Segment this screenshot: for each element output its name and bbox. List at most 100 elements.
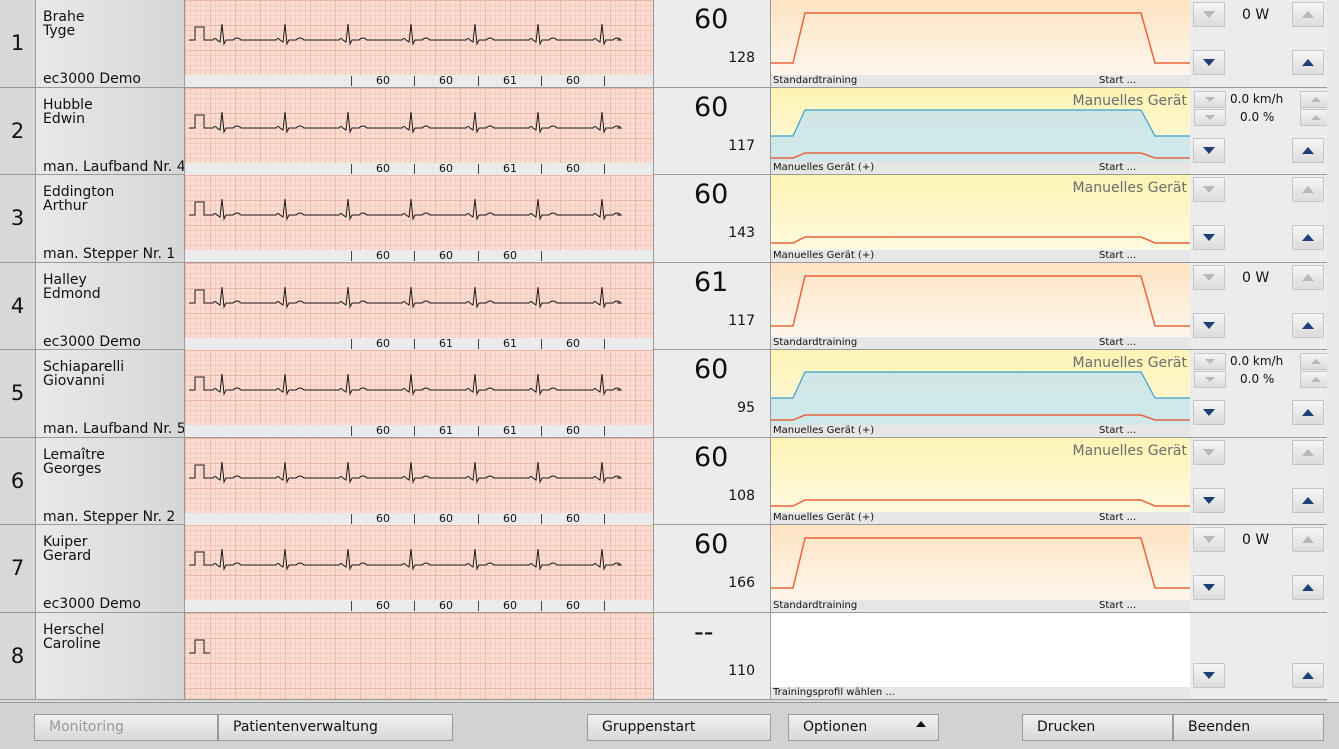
training-profile-panel[interactable]: Standardtraining Start ... [771, 0, 1190, 88]
hr-marker-tick [478, 76, 479, 86]
heart-rate-value: -- [694, 616, 714, 648]
training-profile-panel[interactable]: Manuelles Gerät Manuelles Gerät (+) Start … [771, 437, 1190, 525]
hr-marker-value: 60 [566, 336, 580, 350]
patient-first-name: Arthur [43, 198, 88, 214]
decrease-level-button[interactable] [1193, 137, 1225, 163]
device-name: ec3000 Demo [43, 71, 141, 87]
ecg-trace [189, 548, 623, 571]
training-profile-panel[interactable]: Manuelles Gerät Manuelles Gerät (+) Start … [771, 350, 1190, 438]
ecg-trace [189, 198, 623, 221]
decrease-load-button[interactable] [1193, 527, 1225, 552]
decrease-load-button[interactable] [1193, 439, 1225, 465]
patient-panel[interactable]: Schiaparelli Giovanni man. Laufband Nr. 5 [36, 350, 185, 438]
profile-graph-svg [771, 274, 1190, 327]
increase-level-button[interactable] [1292, 137, 1324, 163]
patient-panel[interactable]: Eddington Arthur man. Stepper Nr. 1 [36, 175, 185, 263]
decrease-speed-button[interactable] [1194, 90, 1226, 108]
incline-profile-line [771, 151, 1190, 159]
patient-panel[interactable]: Hubble Edwin man. Laufband Nr. 4 [36, 87, 185, 175]
increase-load-button[interactable] [1292, 527, 1324, 552]
heart-rate-limit: 108 [728, 487, 755, 504]
arrow-down-icon [1203, 321, 1215, 329]
bed-number: 4 [0, 262, 36, 350]
patient-panel[interactable]: Brahe Tyge ec3000 Demo [36, 0, 185, 88]
decrease-level-button[interactable] [1193, 575, 1225, 600]
heart-rate-value: 60 [694, 354, 729, 385]
hr-marker-tick [414, 338, 415, 349]
patient-first-name: Caroline [43, 635, 101, 652]
decrease-load-button[interactable] [1193, 2, 1225, 27]
training-profile-panel[interactable]: Manuelles Gerät Manuelles Gerät (+) Start … [771, 175, 1190, 263]
watt-value: 0 W [1242, 269, 1270, 286]
increase-level-button[interactable] [1292, 400, 1324, 425]
optionen-button[interactable]: Optionen [788, 714, 939, 741]
heart-rate-panel: 60 128 [654, 0, 771, 88]
beenden-button[interactable]: Beenden [1173, 714, 1324, 741]
decrease-level-button[interactable] [1193, 50, 1225, 75]
increase-incline-button[interactable] [1300, 108, 1332, 126]
decrease-level-button[interactable] [1193, 400, 1225, 425]
increase-load-button[interactable] [1292, 2, 1324, 27]
increase-level-button[interactable] [1292, 312, 1324, 338]
device-name: man. Stepper Nr. 2 [43, 508, 176, 525]
decrease-level-button[interactable] [1193, 225, 1225, 250]
increase-level-button[interactable] [1292, 662, 1324, 688]
increase-load-button[interactable] [1292, 439, 1324, 465]
training-profile-panel[interactable]: Trainingsprofil wählen ... [771, 612, 1190, 700]
hr-marker-value: 61 [439, 336, 453, 350]
patient-panel[interactable]: Kuiper Gerard ec3000 Demo [36, 525, 185, 613]
hr-marker-tick [541, 338, 542, 349]
hr-marker-tick [478, 338, 479, 349]
decrease-incline-button[interactable] [1194, 108, 1226, 126]
hr-marker-value: 60 [503, 599, 517, 612]
increase-level-button[interactable] [1292, 225, 1324, 250]
decrease-load-button[interactable] [1193, 264, 1225, 290]
hr-marker-tick [414, 76, 415, 86]
increase-speed-button[interactable] [1300, 90, 1332, 108]
ecg-trace-svg [189, 373, 623, 396]
profile-name: Standardtraining [773, 599, 858, 611]
patient-last-name: Schiaparelli [43, 359, 125, 375]
decrease-load-button[interactable] [1193, 177, 1225, 202]
decrease-level-button[interactable] [1193, 487, 1225, 513]
increase-level-button[interactable] [1292, 50, 1324, 75]
training-profile-panel[interactable]: Standardtraining Start ... [771, 262, 1190, 350]
hr-marker-value: 60 [439, 599, 453, 612]
training-profile-panel[interactable]: Manuelles Gerät Manuelles Gerät (+) Start … [771, 87, 1190, 175]
heart-rate-value: 60 [694, 529, 729, 560]
watt-value: 0 W [1242, 7, 1270, 23]
arrow-down-icon [1203, 671, 1215, 679]
watt-value: 0 W [1242, 532, 1270, 548]
patient-first-name: Giovanni [43, 373, 105, 389]
arrow-up-icon [1302, 584, 1314, 591]
patient-first-name: Edwin [43, 110, 85, 127]
arrow-up-icon [1302, 448, 1314, 456]
patient-last-name: Hubble [43, 96, 93, 113]
decrease-level-button[interactable] [1193, 662, 1225, 688]
hr-marker-tick [541, 251, 542, 261]
patient-panel[interactable]: Halley Edmond ec3000 Demo [36, 262, 185, 350]
decrease-speed-button[interactable] [1194, 353, 1226, 370]
increase-level-button[interactable] [1292, 487, 1324, 513]
decrease-incline-button[interactable] [1194, 371, 1226, 388]
drucken-button[interactable]: Drucken [1022, 714, 1173, 741]
ecg-trace [189, 639, 210, 653]
decrease-level-button[interactable] [1193, 312, 1225, 338]
patient-panel[interactable]: Herschel Caroline [36, 612, 185, 700]
ecg-trace [189, 23, 623, 46]
hr-marker-tick [351, 76, 352, 86]
profile-label-bar: Standardtraining Start ... [771, 599, 1190, 612]
increase-level-button[interactable] [1292, 575, 1324, 600]
hr-marker-tick [604, 513, 605, 524]
monitoring-button[interactable]: Monitoring [34, 714, 218, 741]
patientenverwaltung-button[interactable]: Patientenverwaltung [218, 714, 453, 741]
increase-load-button[interactable] [1292, 264, 1324, 290]
profile-name: Standardtraining [773, 337, 858, 348]
increase-load-button[interactable] [1292, 177, 1324, 202]
bed-number: 6 [0, 437, 36, 525]
training-profile-panel[interactable]: Standardtraining Start ... [771, 525, 1190, 613]
gruppenstart-button[interactable]: Gruppenstart [587, 714, 771, 741]
patient-panel[interactable]: Lemaître Georges man. Stepper Nr. 2 [36, 437, 185, 525]
arrow-down-icon [1205, 114, 1215, 120]
device-name: man. Laufband Nr. 4 [43, 158, 185, 175]
